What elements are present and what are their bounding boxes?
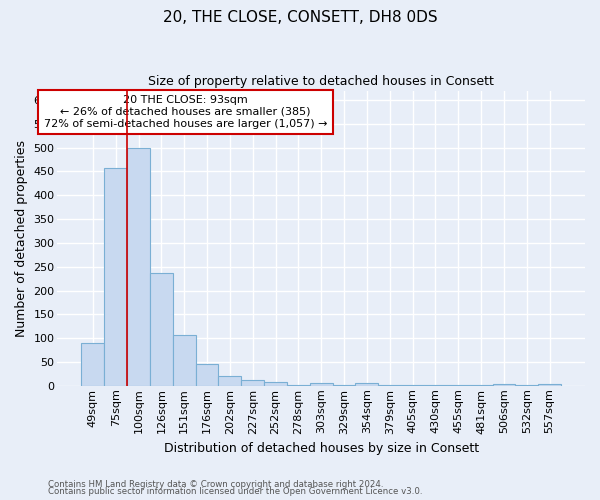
Text: Contains public sector information licensed under the Open Government Licence v3: Contains public sector information licen…	[48, 487, 422, 496]
Bar	[264, 382, 287, 386]
Y-axis label: Number of detached properties: Number of detached properties	[15, 140, 28, 336]
Bar	[355, 384, 379, 386]
Text: 20 THE CLOSE: 93sqm
← 26% of detached houses are smaller (385)
72% of semi-detac: 20 THE CLOSE: 93sqm ← 26% of detached ho…	[44, 96, 327, 128]
Bar	[196, 364, 218, 386]
Bar	[218, 376, 241, 386]
Text: 20, THE CLOSE, CONSETT, DH8 0DS: 20, THE CLOSE, CONSETT, DH8 0DS	[163, 10, 437, 25]
Bar	[104, 168, 127, 386]
Bar	[150, 274, 173, 386]
Bar	[538, 384, 561, 386]
Title: Size of property relative to detached houses in Consett: Size of property relative to detached ho…	[148, 75, 494, 88]
Bar	[310, 384, 332, 386]
Bar	[127, 148, 150, 386]
Bar	[493, 384, 515, 386]
Bar	[241, 380, 264, 386]
Bar	[173, 336, 196, 386]
X-axis label: Distribution of detached houses by size in Consett: Distribution of detached houses by size …	[164, 442, 479, 455]
Text: Contains HM Land Registry data © Crown copyright and database right 2024.: Contains HM Land Registry data © Crown c…	[48, 480, 383, 489]
Bar	[82, 343, 104, 386]
